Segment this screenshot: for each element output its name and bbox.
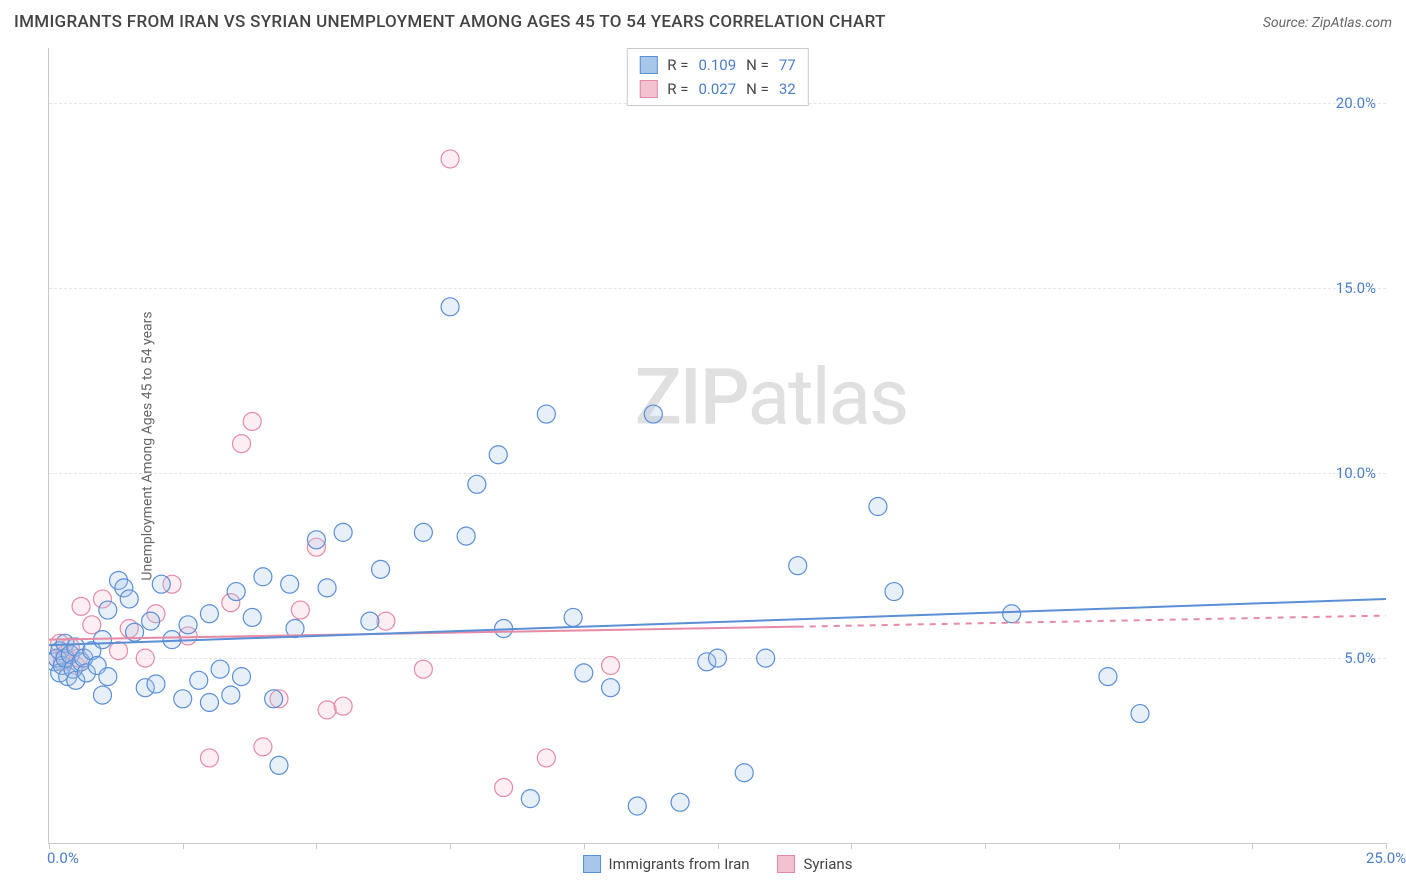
plot-area: Unemployment Among Ages 45 to 54 years Z… bbox=[48, 48, 1386, 844]
data-point bbox=[414, 660, 432, 678]
legend-correlation: R = 0.109 N = 77 R = 0.027 N = 32 bbox=[626, 48, 808, 106]
data-point bbox=[489, 446, 507, 464]
data-point bbox=[495, 779, 513, 797]
data-point bbox=[735, 764, 753, 782]
data-point bbox=[307, 531, 325, 549]
data-point bbox=[318, 579, 336, 597]
data-point bbox=[174, 690, 192, 708]
legend-row-syrians: R = 0.027 N = 32 bbox=[639, 77, 795, 101]
data-point bbox=[537, 749, 555, 767]
data-point bbox=[142, 612, 160, 630]
data-point bbox=[441, 150, 459, 168]
data-point bbox=[334, 523, 352, 541]
data-point bbox=[1003, 605, 1021, 623]
data-point bbox=[628, 797, 646, 815]
data-point bbox=[233, 668, 251, 686]
data-point bbox=[72, 597, 90, 615]
x-tick bbox=[1119, 843, 1120, 849]
data-point bbox=[200, 605, 218, 623]
data-point bbox=[211, 660, 229, 678]
data-point bbox=[179, 616, 197, 634]
data-point bbox=[602, 679, 620, 697]
legend-row-iran: R = 0.109 N = 77 bbox=[639, 53, 795, 77]
data-point bbox=[377, 612, 395, 630]
data-point bbox=[291, 601, 309, 619]
x-tick bbox=[450, 843, 451, 849]
data-point bbox=[441, 298, 459, 316]
data-point bbox=[361, 612, 379, 630]
source-link[interactable]: Source: ZipAtlas.com bbox=[1263, 15, 1392, 31]
data-point bbox=[757, 649, 775, 667]
data-point bbox=[243, 608, 261, 626]
data-point bbox=[281, 575, 299, 593]
data-point bbox=[789, 557, 807, 575]
data-point bbox=[575, 664, 593, 682]
x-tick bbox=[183, 843, 184, 849]
data-point bbox=[200, 693, 218, 711]
swatch-iran-b bbox=[583, 855, 601, 873]
data-point bbox=[200, 749, 218, 767]
data-point bbox=[318, 701, 336, 719]
data-point bbox=[136, 649, 154, 667]
data-point bbox=[120, 590, 138, 608]
data-point bbox=[254, 568, 272, 586]
data-point bbox=[99, 601, 117, 619]
data-point bbox=[671, 793, 689, 811]
data-point bbox=[99, 668, 117, 686]
data-point bbox=[227, 583, 245, 601]
data-point bbox=[222, 686, 240, 704]
scatter-svg bbox=[49, 48, 1386, 843]
x-tick bbox=[718, 843, 719, 849]
legend-item-syrians: Syrians bbox=[778, 855, 853, 873]
chart-container: Unemployment Among Ages 45 to 54 years Z… bbox=[48, 48, 1386, 844]
data-point bbox=[93, 686, 111, 704]
data-point bbox=[265, 690, 283, 708]
data-point bbox=[243, 412, 261, 430]
swatch-syrians-b bbox=[778, 855, 796, 873]
data-point bbox=[644, 405, 662, 423]
data-point bbox=[163, 631, 181, 649]
swatch-iran bbox=[639, 56, 657, 74]
chart-title: IMMIGRANTS FROM IRAN VS SYRIAN UNEMPLOYM… bbox=[14, 12, 886, 32]
data-point bbox=[602, 657, 620, 675]
data-point bbox=[537, 405, 555, 423]
data-point bbox=[869, 498, 887, 516]
data-point bbox=[233, 435, 251, 453]
x-tick bbox=[316, 843, 317, 849]
legend-series: Immigrants from Iran Syrians bbox=[583, 855, 853, 873]
data-point bbox=[147, 675, 165, 693]
data-point bbox=[190, 671, 208, 689]
data-point bbox=[1131, 705, 1149, 723]
swatch-syrians bbox=[639, 80, 657, 98]
data-point bbox=[152, 575, 170, 593]
data-point bbox=[709, 649, 727, 667]
data-point bbox=[1099, 668, 1117, 686]
data-point bbox=[334, 697, 352, 715]
data-point bbox=[457, 527, 475, 545]
x-tick bbox=[851, 843, 852, 849]
data-point bbox=[110, 642, 128, 660]
data-point bbox=[564, 608, 582, 626]
data-point bbox=[885, 583, 903, 601]
x-tick bbox=[1252, 843, 1253, 849]
x-tick bbox=[584, 843, 585, 849]
chart-header: IMMIGRANTS FROM IRAN VS SYRIAN UNEMPLOYM… bbox=[14, 12, 1392, 32]
data-point bbox=[468, 475, 486, 493]
x-tick bbox=[985, 843, 986, 849]
data-point bbox=[372, 560, 390, 578]
data-point bbox=[414, 523, 432, 541]
x-tick-label: 0.0% bbox=[47, 849, 79, 867]
data-point bbox=[270, 756, 288, 774]
data-point bbox=[254, 738, 272, 756]
legend-item-iran: Immigrants from Iran bbox=[583, 855, 750, 873]
data-point bbox=[521, 790, 539, 808]
x-tick-label: 25.0% bbox=[1366, 849, 1406, 867]
regression-line bbox=[798, 616, 1386, 627]
